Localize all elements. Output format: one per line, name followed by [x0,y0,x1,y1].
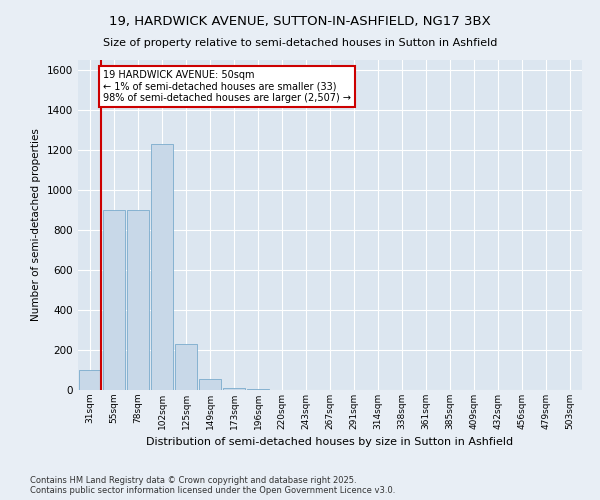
Bar [247,389,269,390]
Text: Size of property relative to semi-detached houses in Sutton in Ashfield: Size of property relative to semi-detach… [103,38,497,48]
X-axis label: Distribution of semi-detached houses by size in Sutton in Ashfield: Distribution of semi-detached houses by … [146,438,514,448]
Text: Contains HM Land Registry data © Crown copyright and database right 2025.
Contai: Contains HM Land Registry data © Crown c… [30,476,395,495]
Y-axis label: Number of semi-detached properties: Number of semi-detached properties [31,128,41,322]
Bar [175,344,197,390]
Bar [127,210,149,390]
Bar [103,210,125,390]
Text: 19, HARDWICK AVENUE, SUTTON-IN-ASHFIELD, NG17 3BX: 19, HARDWICK AVENUE, SUTTON-IN-ASHFIELD,… [109,15,491,28]
Bar [151,144,173,390]
Text: 19 HARDWICK AVENUE: 50sqm
← 1% of semi-detached houses are smaller (33)
98% of s: 19 HARDWICK AVENUE: 50sqm ← 1% of semi-d… [103,70,351,103]
Bar [223,388,245,390]
Bar [199,379,221,390]
Bar [79,370,101,390]
